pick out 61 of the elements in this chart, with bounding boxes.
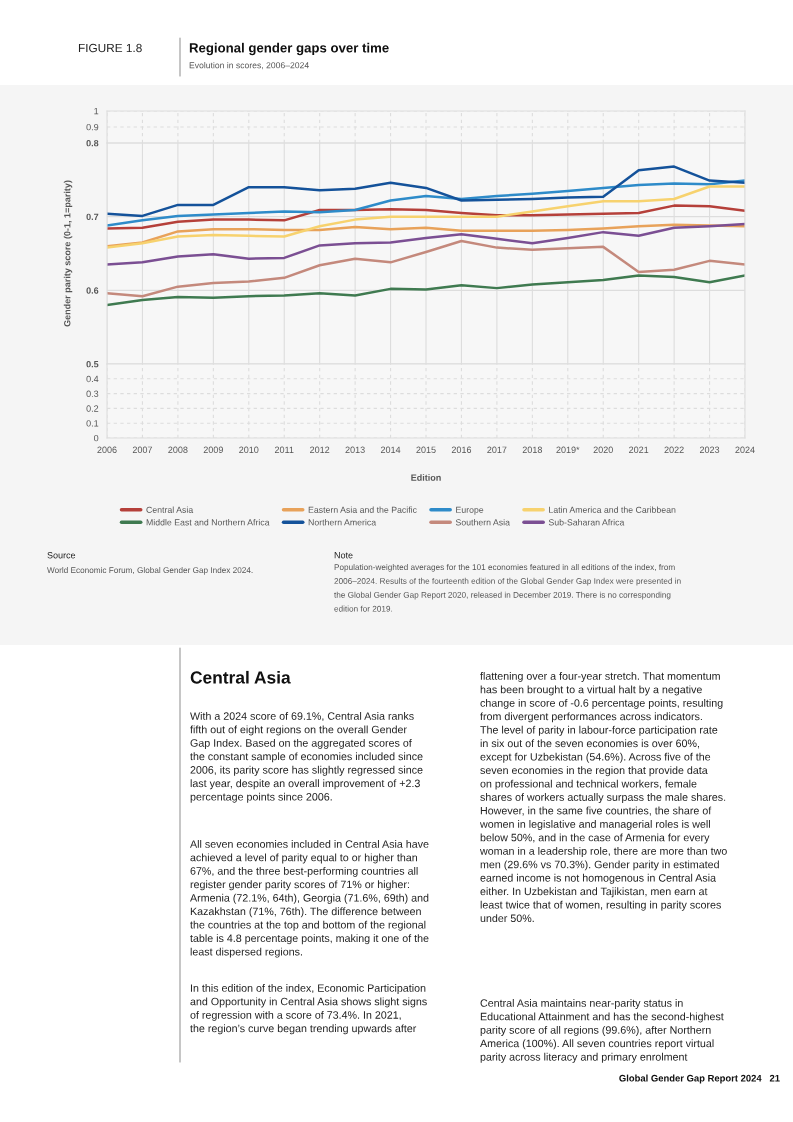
legend-label: Middle East and Northern Africa [146,519,270,526]
line-series [107,179,745,227]
x-tick-label: 2015 [416,446,436,453]
chart-title: Regional gender gaps over time [189,42,389,56]
y-tick-label: 0.4 [86,375,99,383]
x-tick-label: 2020 [593,446,613,453]
line-series [107,239,745,298]
legend-label: Eastern Asia and the Pacific [308,506,417,513]
y-tick-label: 1 [94,108,99,115]
text: World Economic Forum, Global Gender Gap Index 2024. [47,567,253,575]
caption: FIGURE 1.8 [78,43,142,53]
chart-subtitle: Evolution in scores, 2006–2024 [189,61,309,70]
x-tick-label: 2013 [345,446,365,453]
x-tick-label: 2009 [203,446,223,453]
text: In this edition of the index, Economic Participation and Opportunity in Central Asia shows slight signs of regression with a score of 73.4%. In 2021, the region’s curve began trending upwards after [190,984,427,1035]
text: Central Asia [190,670,291,684]
text: Source [47,552,76,559]
y-tick-label: 0.5 [86,360,99,368]
legend-label: Latin America and the Caribbean [549,506,676,513]
text: Central Asia maintains near-parity status in Educational Attainment and has the second-highest parity score of all regions (99.6%), after Northern America (100%). All seven countries report virtual parity across literacy and primary enrolment [480,999,724,1063]
y-tick-label: 0.9 [86,123,99,131]
x-tick-label: 2011 [274,446,294,453]
legend-label: Northern America [308,519,377,526]
line-series [107,204,745,230]
legend-label: Sub-Saharan Africa [548,519,625,526]
x-tick-label: 2019* [556,446,580,453]
text: Population-weighted averages for the 101 economies featured in all editions of the index, from 2006–2024. Results of the fourteenth edition of the Global Gender Gap Index were presented in the Global Gender Gap Report 2020, released in December 2019. There is no corresponding edition for 2019. [334,564,681,612]
x-tick-label: 2023 [699,446,720,453]
x-tick-label: 2008 [168,446,188,453]
x-tick-label: 2012 [310,446,330,453]
y-tick-label: 0.8 [86,139,99,147]
line-series [107,165,745,218]
text: Global Gender Gap Report 2024 21 [619,1074,780,1084]
x-tick-label: 2006 [97,446,117,453]
line-series [107,274,745,307]
x-tick-label: 2007 [132,446,153,453]
text: With a 2024 score of 69.1%, Central Asia ranks fifth out of eight regions on the overall Gender Gap Index. Based on the aggregated scores of the constant sample of economies included since 2006, its parity score has slightly regressed since last year, despite an overall improvement of +2.3 percentage points since 2006. [190,712,423,803]
y-axis-title: Gender parity score (0-1, 1=parity) [63,180,73,327]
y-tick-label: 0.6 [86,287,99,294]
x-tick-label: 2018 [522,446,542,453]
y-tick-label: 0.3 [86,390,99,397]
legend-label: Europe [456,506,484,515]
y-tick-label: 0.2 [86,405,99,412]
x-tick-label: 2024 [735,446,755,453]
y-tick-label: 0.1 [86,420,99,427]
line-series [107,222,745,266]
x-tick-label: 2021 [629,446,649,453]
text: All seven economies included in Central Asia have achieved a level of parity equal to or higher than 67%, and the three best-performing countries all register gender parity scores of 71% or higher: Armenia (72.1%, 64th), Georgia (71.6%, 69th) and Kazakhstan (71%, 76th). The difference between the countries at the top and bottom of the regional table is 4.8 percentage points, making it one of the least dispersed regions. [190,840,429,958]
text: flattening over a four-year stretch. That momentum has been brought to a virtual halt by a negative change in score of -0.6 percentage points, resulting from divergent performances across indicators. The level of parity in labour-force participation rate in six out of the seven economies is over 60%, except for Uzbekistan (54.6%). Across five of the seven economies in the region that provide data on professional and technical workers, female shares of workers actually surpass the male shares. However, in the same five countries, the share of women in legislative and managerial roles is well below 50%, and in the case of Armenia for every woman in a leadership role, there are more than two men (29.6% vs 70.3%). Gender parity in estimated earned income is not homogenous in Central Asia either. In Uzbekistan and Tajikistan, men earn at least twice that of women, resulting in parity scores under 50%. [479,672,727,923]
x-axis-title: Edition [411,474,441,481]
x-tick-label: 2017 [487,446,507,453]
x-tick-label: 2014 [380,446,401,453]
text: Note [334,552,353,559]
x-tick-label: 2016 [451,446,472,453]
x-tick-label: 2010 [239,446,259,453]
x-tick-label: 2022 [664,446,684,453]
legend-label: Central Asia [146,506,194,513]
legend-label: Southern Asia [455,519,510,526]
line-series [107,185,745,249]
y-tick-label: 0.7 [86,213,99,221]
y-tick-label: 0 [94,434,99,442]
